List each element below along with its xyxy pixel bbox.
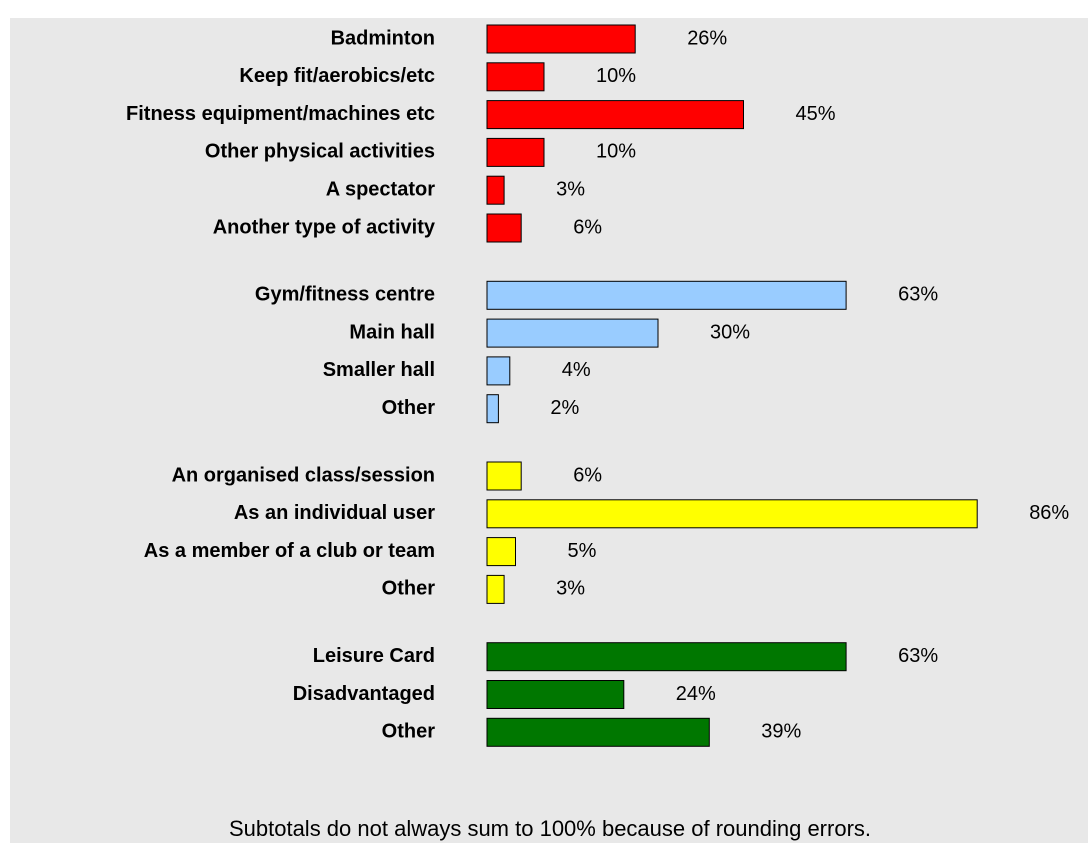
bar bbox=[486, 356, 511, 386]
category-label: Gym/fitness centre bbox=[255, 284, 435, 306]
bar bbox=[486, 280, 847, 310]
category-label: Other bbox=[382, 721, 436, 743]
value-label: 2% bbox=[550, 397, 579, 419]
category-label: Other physical activities bbox=[205, 141, 435, 163]
value-label: 86% bbox=[1029, 502, 1069, 524]
category-label: As an individual user bbox=[234, 502, 435, 524]
value-label: 39% bbox=[761, 721, 801, 743]
value-label: 45% bbox=[796, 103, 836, 125]
category-label: Smaller hall bbox=[323, 359, 435, 381]
value-label: 3% bbox=[556, 578, 585, 600]
category-label: Other bbox=[382, 397, 436, 419]
bar bbox=[486, 213, 522, 243]
value-label: 6% bbox=[573, 464, 602, 486]
bar bbox=[486, 24, 636, 54]
bar bbox=[486, 137, 545, 167]
category-label: Main hall bbox=[349, 321, 435, 343]
bar bbox=[486, 680, 625, 709]
value-label: 6% bbox=[573, 216, 602, 238]
value-label: 24% bbox=[676, 683, 716, 705]
category-label: A spectator bbox=[326, 178, 436, 200]
category-label: Leisure Card bbox=[313, 645, 435, 667]
category-label: As a member of a club or team bbox=[144, 540, 435, 562]
bar bbox=[486, 318, 659, 348]
bar bbox=[486, 394, 499, 424]
value-label: 10% bbox=[596, 141, 636, 163]
value-label: 4% bbox=[562, 359, 591, 381]
bar bbox=[486, 499, 978, 529]
bar bbox=[486, 642, 847, 672]
category-label: An organised class/session bbox=[172, 464, 435, 486]
category-label: Other bbox=[382, 578, 436, 600]
category-label: Keep fit/aerobics/etc bbox=[239, 65, 435, 87]
value-label: 63% bbox=[898, 284, 938, 306]
category-label: Another type of activity bbox=[213, 216, 436, 238]
value-label: 5% bbox=[568, 540, 597, 562]
category-label: Disadvantaged bbox=[293, 683, 435, 705]
value-label: 30% bbox=[710, 321, 750, 343]
bar bbox=[486, 62, 545, 92]
bar bbox=[486, 100, 744, 130]
value-label: 3% bbox=[556, 178, 585, 200]
bar bbox=[486, 175, 505, 205]
bar bbox=[486, 574, 505, 604]
value-label: 63% bbox=[898, 645, 938, 667]
category-label: Fitness equipment/machines etc bbox=[126, 103, 435, 125]
value-label: 26% bbox=[687, 27, 727, 49]
bar bbox=[486, 537, 516, 567]
value-label: 10% bbox=[596, 65, 636, 87]
category-label: Badminton bbox=[331, 27, 435, 49]
footnote: Subtotals do not always sum to 100% beca… bbox=[229, 816, 871, 841]
bar bbox=[486, 717, 710, 747]
bar bbox=[486, 461, 522, 491]
